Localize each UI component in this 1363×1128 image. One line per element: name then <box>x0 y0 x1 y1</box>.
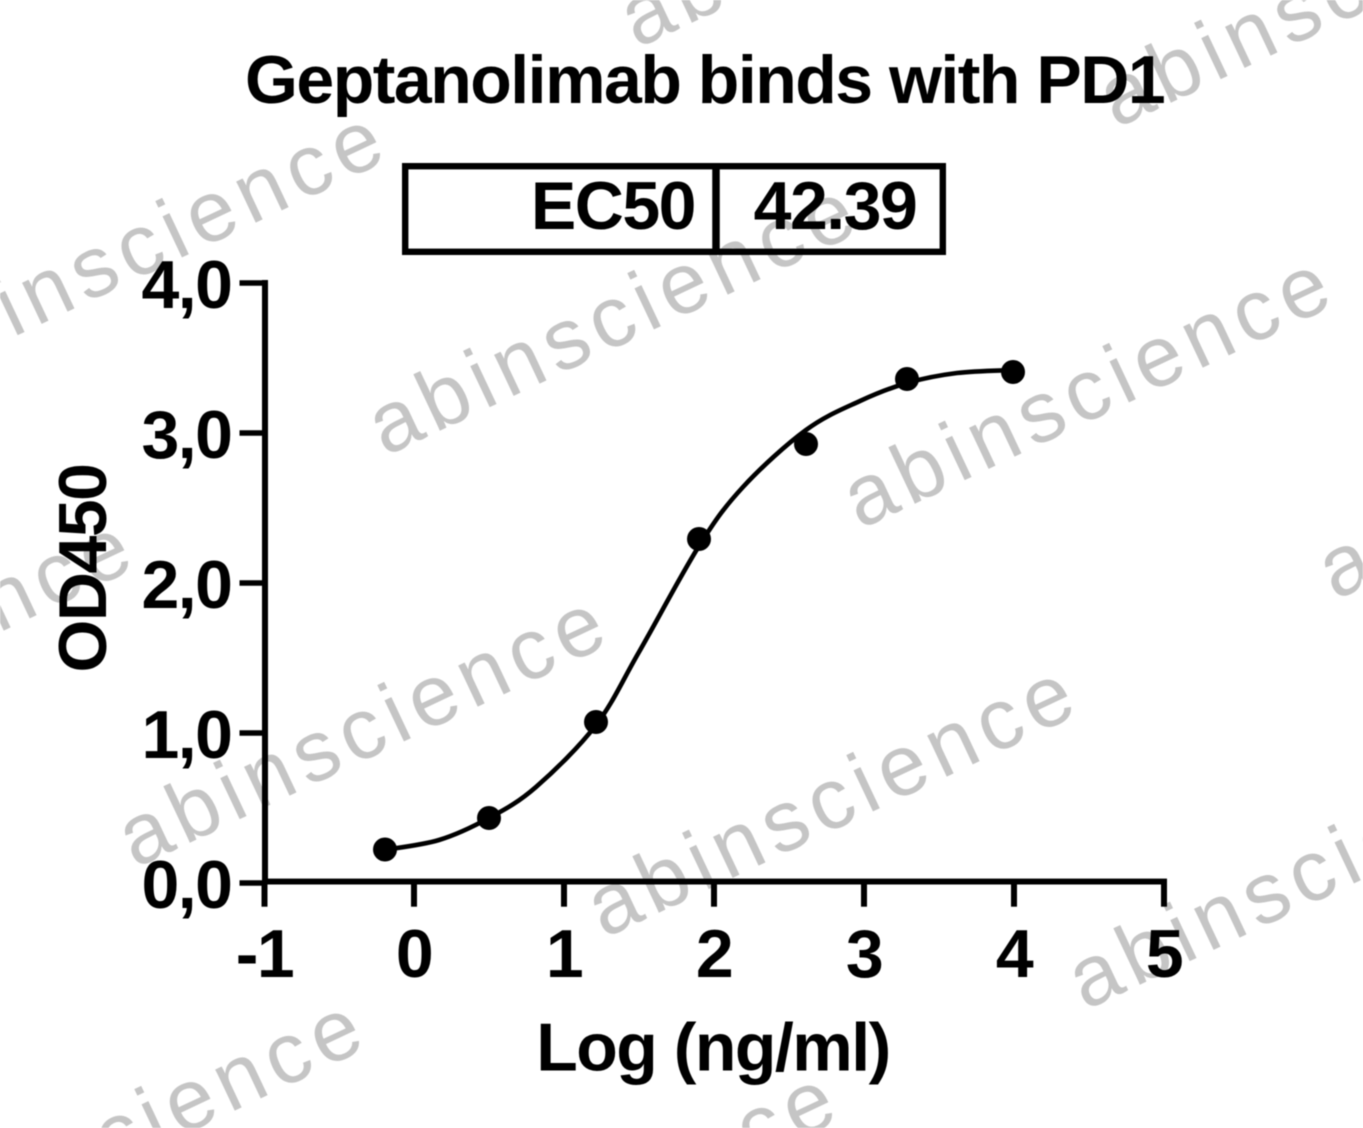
svg-text:OD450: OD450 <box>45 465 121 673</box>
svg-text:EC50: EC50 <box>531 168 695 244</box>
svg-text:42.39: 42.39 <box>754 168 917 244</box>
svg-text:0,0: 0,0 <box>141 847 231 923</box>
svg-text:3,0: 3,0 <box>141 397 231 473</box>
svg-text:2: 2 <box>696 916 732 992</box>
svg-text:abinscience: abinscience <box>0 87 403 402</box>
svg-text:0: 0 <box>396 916 432 992</box>
svg-text:1,0: 1,0 <box>141 697 231 773</box>
svg-text:4: 4 <box>996 916 1034 992</box>
svg-text:5: 5 <box>1146 916 1182 992</box>
svg-text:abinscience: abinscience <box>1302 303 1363 618</box>
svg-text:3: 3 <box>846 916 882 992</box>
svg-text:4,0: 4,0 <box>141 247 231 323</box>
svg-text:1: 1 <box>546 916 582 992</box>
svg-text:2,0: 2,0 <box>141 547 231 623</box>
svg-text:Geptanolimab binds with PD1: Geptanolimab binds with PD1 <box>245 42 1164 118</box>
svg-text:Log (ng/ml): Log (ng/ml) <box>536 1010 890 1086</box>
svg-text:abinscience: abinscience <box>0 975 382 1128</box>
svg-text:abinscience: abinscience <box>571 641 1094 956</box>
svg-text:abinscience: abinscience <box>1052 713 1363 1028</box>
svg-text:-1: -1 <box>236 916 293 992</box>
